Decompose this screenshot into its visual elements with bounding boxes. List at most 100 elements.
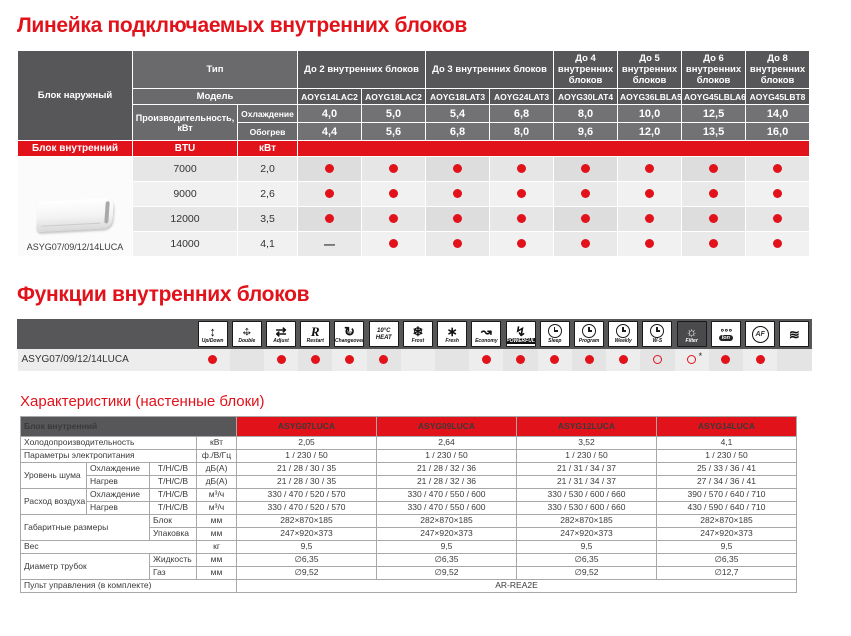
cooling-capacity-cell: 6,8 [489, 104, 555, 123]
spec-value: 330 / 530 / 600 / 660 [515, 487, 657, 502]
fresh-fan-icon: ∗ Fresh [434, 319, 470, 349]
function-mark-cell [571, 348, 607, 371]
spec-sublabel: Нагрев [86, 474, 150, 489]
compat-cell [360, 206, 427, 232]
spec-value: 9,5 [376, 539, 517, 554]
function-mark-cell [469, 348, 504, 371]
spec-unit: кг [195, 539, 238, 554]
spec-row-power-supply: Параметры электропитания ф./В/Гц 1 / 230… [20, 448, 798, 463]
spec-sublabel: Охлаждение [86, 461, 150, 476]
compat-cell [360, 181, 427, 207]
spec-value: 25 / 33 / 36 / 41 [655, 461, 798, 476]
indoor-row-14000: 14000 4,1 [18, 231, 811, 257]
heat-10c-icon: 10°C HEAT [366, 319, 402, 349]
compat-cell [425, 156, 491, 182]
spec-unit: м³/ч [195, 500, 238, 515]
compat-cell [297, 206, 362, 232]
group-header: До 6 внутренних блоков [681, 50, 747, 89]
specs-table: Блок внутренний ASYG07LUCA ASYG09LUCA AS… [19, 415, 798, 593]
spec-value: AR-REA2E [236, 578, 797, 593]
heating-capacity-cell: 6,8 [425, 122, 491, 141]
spec-label: Пульт управления (в комплекте) [19, 578, 238, 593]
specs-indoor-header: Блок внутренний [19, 415, 238, 437]
program-timer-icon: Program [571, 319, 607, 349]
sleep-timer-icon: Sleep [537, 319, 573, 349]
spec-value: 1 / 230 / 50 [655, 448, 798, 463]
cooling-capacity-cell: 10,0 [617, 104, 683, 123]
indoor-unit-caption: ASYG07/09/12/14LUCA [26, 242, 124, 252]
spec-sublabel: Жидкость [149, 552, 197, 567]
spec-value: 1 / 230 / 50 [376, 448, 517, 463]
spec-value: 3,52 [515, 435, 657, 450]
group-header: До 8 внутренних блоков [745, 50, 811, 89]
spec-value: 9,5 [515, 539, 657, 554]
spec-value: 282×870×185 [515, 513, 657, 528]
indoor-row-12000: 12000 3,5 [18, 206, 811, 232]
ws-timer-icon: W-S [639, 319, 676, 349]
spec-value: ∅6,35 [515, 552, 657, 567]
spec-value: ∅9,52 [515, 565, 657, 580]
compat-cell [617, 156, 683, 182]
spec-row-noise-cooling: Уровень шума Охлаждение Т/Н/С/В дБ(А) 21… [20, 461, 798, 489]
economy-icon: ↝ Economy [468, 319, 504, 349]
spec-unit: мм [195, 552, 238, 567]
spec-fan-speeds: Т/Н/С/В [149, 461, 197, 476]
ion-icon: ∘∘∘ Ion [708, 319, 744, 349]
indoor-row-9000: 9000 2,6 [18, 181, 811, 207]
spec-unit: дБ(А) [195, 461, 238, 476]
spec-sublabel: Охлаждение [86, 487, 150, 502]
cooling-capacity-cell: 5,0 [360, 104, 427, 123]
kw-cell: 2,0 [237, 156, 298, 182]
spec-value: 330 / 530 / 600 / 660 [515, 500, 657, 515]
section1-title: Линейка подключаемых внутренних блоков [17, 14, 468, 37]
kw-cell: 4,1 [237, 231, 298, 257]
compat-cell [297, 231, 362, 257]
heating-capacity-cell: 9,6 [553, 122, 619, 141]
quiet-wave-icon: ≋ [776, 319, 813, 349]
function-mark-cell [195, 348, 230, 371]
spec-value: 330 / 470 / 550 / 600 [376, 487, 517, 502]
spec-value: 247×920×373 [376, 526, 517, 541]
function-mark-cell [298, 348, 333, 371]
function-mark-cell [743, 348, 778, 371]
spec-unit: дБ(А) [195, 474, 238, 489]
functions-table: ↕ Up/Down ↕ ↔ Double ⇄ Adjust R Restart ↻ Am Ch… [17, 319, 813, 371]
compat-cell [553, 181, 619, 207]
spec-value: 247×920×373 [515, 526, 657, 541]
spec-value: 330 / 470 / 520 / 570 [236, 500, 377, 515]
spec-value: 21 / 28 / 32 / 36 [376, 474, 517, 489]
cooling-capacity-cell: 5,4 [425, 104, 491, 123]
kw-cell: 3,5 [237, 206, 298, 232]
spec-row-noise-heating: Нагрев Т/Н/С/В дБ(А) 21 / 28 / 30 / 35 2… [21, 474, 798, 489]
compat-cell [489, 181, 555, 207]
compat-cell [297, 156, 362, 182]
cooling-capacity-cell: 8,0 [553, 104, 619, 123]
compat-cell [489, 156, 555, 182]
indoor-unit-photo-cell: ASYG07/09/12/14LUCA [17, 156, 133, 257]
group-header: До 5 внутренних блоков [617, 50, 683, 89]
auto-fan-icon: AF [742, 319, 778, 349]
spec-row-pipe-gas: Газ мм ∅9,52 ∅9,52 ∅9,52 ∅12,7 [21, 565, 798, 580]
spec-value: 27 / 34 / 36 / 41 [655, 474, 798, 489]
function-mark-cell [606, 348, 641, 371]
spec-label: Расход воздуха [20, 487, 87, 515]
compat-cell [425, 206, 491, 232]
function-mark-cell [263, 348, 299, 371]
spec-label: Параметры электропитания [20, 448, 197, 463]
weekly-timer-icon: Weekly [605, 319, 641, 349]
function-mark-cell [708, 348, 743, 371]
model-header: AOYG45LBLA6 [681, 88, 747, 105]
spec-label: Вес [20, 539, 197, 554]
spec-value: 21 / 31 / 34 / 37 [515, 461, 657, 476]
spec-row-airflow-cooling: Расход воздуха Охлаждение Т/Н/С/В м³/ч 3… [20, 487, 798, 515]
spec-value: ∅6,35 [236, 552, 377, 567]
function-mark-cell [229, 348, 264, 371]
capacity-header: Производительность, кВт [132, 104, 238, 141]
model-header: AOYG18LAT3 [425, 88, 491, 105]
spec-label: Габаритные размеры [20, 513, 150, 541]
spec-value: ∅6,35 [376, 552, 517, 567]
compat-cell [553, 231, 619, 257]
spec-value: 9,5 [655, 539, 798, 554]
spec-value: ∅12,7 [655, 565, 798, 580]
specs-model-header: ASYG07LUCA [236, 415, 377, 437]
